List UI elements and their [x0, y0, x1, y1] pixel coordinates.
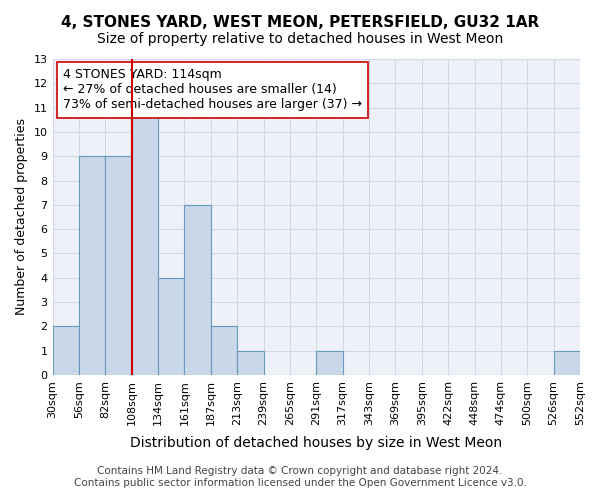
Bar — [316, 350, 343, 375]
X-axis label: Distribution of detached houses by size in West Meon: Distribution of detached houses by size … — [130, 436, 502, 450]
Bar — [237, 350, 263, 375]
Bar — [79, 156, 105, 375]
Bar — [554, 350, 580, 375]
Text: 4, STONES YARD, WEST MEON, PETERSFIELD, GU32 1AR: 4, STONES YARD, WEST MEON, PETERSFIELD, … — [61, 15, 539, 30]
Bar — [211, 326, 237, 375]
Bar — [131, 108, 158, 375]
Bar — [105, 156, 131, 375]
Text: Size of property relative to detached houses in West Meon: Size of property relative to detached ho… — [97, 32, 503, 46]
Bar — [158, 278, 184, 375]
Y-axis label: Number of detached properties: Number of detached properties — [15, 118, 28, 316]
Text: 4 STONES YARD: 114sqm
← 27% of detached houses are smaller (14)
73% of semi-deta: 4 STONES YARD: 114sqm ← 27% of detached … — [63, 68, 362, 112]
Bar — [184, 205, 211, 375]
Text: Contains HM Land Registry data © Crown copyright and database right 2024.
Contai: Contains HM Land Registry data © Crown c… — [74, 466, 526, 487]
Bar — [53, 326, 79, 375]
